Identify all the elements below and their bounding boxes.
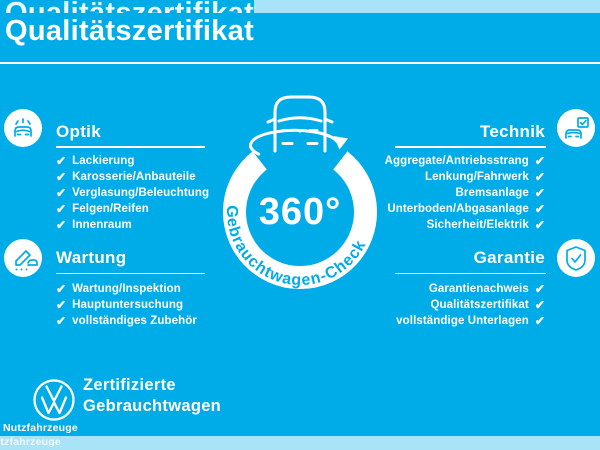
top-ghost-title: Qualitätszertifikat	[5, 0, 254, 13]
check-icon: ✔	[56, 154, 67, 168]
check-icon: ✔	[534, 298, 545, 312]
list-item: ✔ Verglasung/Beleuchtung	[56, 185, 209, 201]
section-rule-garantie	[395, 272, 546, 275]
vw-logo-caption: Nutzfahrzeuge	[3, 422, 78, 434]
section-title-optik: Optik	[56, 122, 101, 141]
check-icon: ✔	[534, 154, 545, 168]
check-icon: ✔	[534, 202, 545, 216]
list-item: ✔ Wartung/Inspektion	[56, 281, 197, 297]
garantie-icon-badge	[557, 238, 595, 277]
top-ghost-strip: Qualitätszertifikat	[0, 0, 600, 13]
item-label: Lenkung/Fahrwerk	[425, 171, 529, 183]
page-title: Qualitätszertifikat	[5, 15, 255, 47]
top-ghost-clip: Qualitätszertifikat	[0, 0, 254, 13]
item-label: Hauptuntersuchung	[72, 299, 184, 311]
check-icon: ✔	[534, 314, 545, 328]
list-item: ✔ Innenraum	[56, 217, 209, 233]
item-label: Aggregate/Antriebsstrang	[384, 155, 529, 167]
car-shine-icon	[14, 117, 32, 137]
section-title-technik: Technik	[479, 122, 545, 141]
item-label: Karosserie/Anbauteile	[72, 171, 196, 183]
item-label: Verglasung/Beleuchtung	[72, 187, 210, 199]
list-item: Bremsanlage ✔	[456, 185, 546, 201]
title-divider	[0, 62, 600, 65]
car-document-icon	[565, 117, 589, 139]
list-item: Sicherheit/Elektrik ✔	[427, 217, 545, 233]
car-360-icon	[249, 95, 348, 156]
list-item: ✔ Hauptuntersuchung	[56, 297, 197, 313]
check-icon: ✔	[534, 170, 545, 184]
wartung-item-list: ✔ Wartung/Inspektion ✔ Hauptuntersuchung ✔…	[56, 281, 197, 329]
list-item: Aggregate/Antriebsstrang ✔	[385, 153, 545, 169]
check-icon: ✔	[534, 282, 545, 296]
garantie-item-list: Garantienachweis ✔ Qualitätszertifikat ✔ v…	[396, 281, 545, 329]
shield-check-icon	[566, 245, 586, 271]
check-icon: ✔	[56, 202, 67, 216]
list-item: Garantienachweis ✔	[429, 281, 545, 297]
list-item: ✔ Karosserie/Anbauteile	[56, 169, 209, 185]
item-label: Qualitätszertifikat	[430, 299, 529, 311]
degrees-label: 360°	[259, 191, 342, 233]
item-label: Lackierung	[72, 155, 135, 167]
list-item: ✔ vollständiges Zubehör	[56, 313, 197, 329]
check-icon: ✔	[56, 170, 67, 184]
section-rule-wartung	[56, 272, 205, 275]
ring-curved-label: Gebrauchtwagen-Check	[223, 205, 370, 289]
bottom-ghost-caption: Nutzfahrzeuge	[0, 436, 61, 448]
technik-icon-badge	[557, 109, 595, 147]
list-item: vollständige Unterlagen ✔	[396, 313, 545, 329]
check-icon: ✔	[56, 282, 67, 296]
technik-item-list: Aggregate/Antriebsstrang ✔ Lenkung/Fahrwe…	[385, 153, 545, 233]
list-item: Qualitätszertifikat ✔	[430, 297, 545, 313]
section-rule-technik	[395, 146, 546, 148]
item-label: Bremsanlage	[455, 187, 529, 199]
item-label: Unterboden/Abgasanlage	[387, 203, 529, 215]
footer-brand-line1: Zertifizierte	[83, 376, 176, 394]
item-label: Wartung/Inspektion	[72, 283, 181, 295]
list-item: Lenkung/Fahrwerk ✔	[425, 169, 545, 185]
item-label: Sicherheit/Elektrik	[426, 219, 529, 231]
footer-brand-text: Zertifizierte Gebrauchtwagen	[83, 375, 221, 416]
list-item: Unterboden/Abgasanlage ✔	[387, 201, 545, 217]
item-label: Felgen/Reifen	[72, 203, 149, 215]
bottom-ghost-strip: Nutzfahrzeuge	[0, 436, 600, 450]
section-rule-optik	[56, 146, 205, 148]
list-item: ✔ Felgen/Reifen	[56, 201, 209, 217]
service-checklist-icon	[15, 249, 38, 270]
check-icon: ✔	[56, 186, 67, 200]
wartung-icon-badge	[4, 238, 42, 277]
check-icon: ✔	[56, 298, 67, 312]
optik-icon-badge	[4, 108, 42, 147]
item-label: vollständige Unterlagen	[396, 315, 529, 327]
item-label: Innenraum	[72, 219, 132, 231]
section-title-garantie: Garantie	[473, 248, 545, 267]
list-item: ✔ Lackierung	[56, 153, 209, 169]
section-title-wartung: Wartung	[56, 248, 127, 267]
check-icon: ✔	[534, 186, 545, 200]
optik-item-list: ✔ Lackierung ✔ Karosserie/Anbauteile ✔ Verg…	[56, 153, 209, 233]
item-label: Garantienachweis	[428, 283, 529, 295]
ring-360	[223, 151, 377, 289]
check-icon: ✔	[56, 314, 67, 328]
footer-brand-line2: Gebrauchtwagen	[83, 396, 222, 415]
item-label: vollständiges Zubehör	[72, 315, 197, 327]
check-icon: ✔	[56, 218, 67, 232]
check-icon: ✔	[534, 218, 545, 232]
vw-logo	[33, 379, 75, 421]
